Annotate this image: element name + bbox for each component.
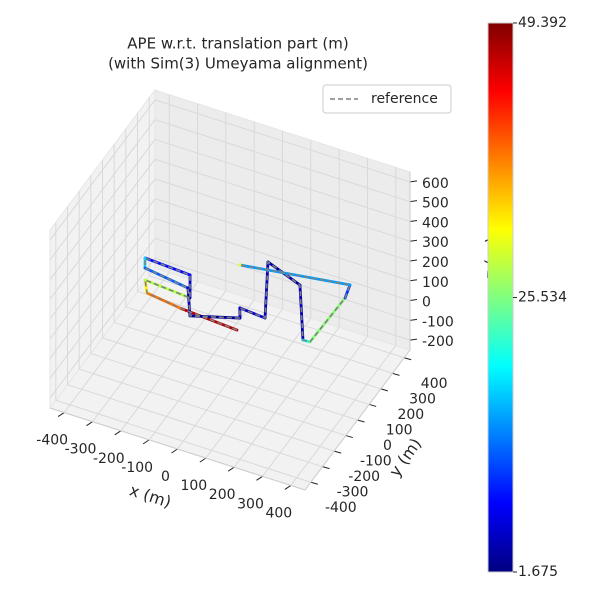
grid-line — [114, 321, 370, 405]
y-tick-label: -400 — [325, 500, 357, 516]
tick-mark — [380, 388, 388, 392]
grid-line — [49, 257, 156, 399]
grid-line — [149, 275, 405, 359]
grid-line — [154, 198, 411, 282]
tick-mark — [357, 419, 365, 423]
z-tick-label: 500 — [422, 196, 449, 212]
y-tick-label: 300 — [409, 391, 436, 407]
x-tick-label: -300 — [65, 442, 97, 458]
x-tick-label: -400 — [36, 433, 68, 449]
tick-mark — [256, 475, 263, 481]
grid-line — [154, 158, 411, 242]
tick-mark — [409, 219, 418, 222]
legend-label: reference — [371, 91, 438, 107]
tick-mark — [114, 430, 122, 436]
y-axis-line — [304, 349, 411, 491]
tick-mark — [409, 299, 418, 302]
grid-line — [49, 238, 156, 379]
grid-line — [154, 178, 411, 262]
grid-line — [55, 399, 311, 483]
x-tick-label: 100 — [180, 478, 207, 494]
grid-line — [49, 178, 156, 320]
grid-line — [49, 158, 156, 300]
grid-line — [49, 218, 156, 359]
tick-mark — [409, 239, 418, 242]
colorbar — [487, 22, 514, 573]
z-tick-label: 100 — [422, 275, 449, 291]
z-tick-label: 600 — [422, 176, 449, 192]
x-tick-label: -100 — [121, 460, 153, 476]
tick-mark — [334, 450, 342, 454]
tick-mark — [409, 180, 418, 183]
colorbar-tick-label: 25.534 — [518, 289, 567, 305]
x-tick-label: 400 — [265, 505, 292, 521]
y-tick-label: 0 — [383, 438, 392, 454]
tick-mark — [142, 439, 150, 445]
tick-mark — [227, 466, 235, 472]
grid-line — [90, 353, 346, 437]
z-tick-label: -100 — [422, 314, 454, 330]
y-tick-label: 400 — [421, 376, 448, 392]
tick-mark — [322, 466, 330, 470]
chart-subtitle: (with Sim(3) Umeyama alignment) — [108, 55, 368, 73]
grid-line — [49, 139, 156, 280]
tick-mark — [404, 357, 412, 361]
grid-line — [137, 290, 393, 374]
chart-title: APE w.r.t. translation part (m) — [127, 35, 348, 53]
y-tick-label: -100 — [360, 454, 392, 470]
z-tick-label: -200 — [422, 334, 454, 350]
tick-mark — [409, 200, 418, 203]
grid-line — [154, 119, 411, 203]
tick-mark — [310, 481, 318, 485]
x-tick-label: 0 — [161, 469, 170, 485]
x-tick-label: -200 — [93, 451, 125, 467]
tick-mark — [392, 372, 400, 376]
z-tick-label: 300 — [422, 235, 449, 251]
legend-box — [322, 84, 452, 114]
tick-mark — [409, 338, 418, 341]
grid-line — [79, 368, 335, 452]
x-axis-label: x (m) — [127, 480, 173, 511]
grid-line — [154, 138, 411, 222]
y-tick-label: -200 — [348, 469, 380, 485]
tick-mark — [345, 435, 353, 439]
grid-line — [102, 337, 358, 421]
tick-mark — [57, 412, 65, 417]
x-tick-label: 200 — [209, 487, 236, 503]
tick-mark — [409, 259, 418, 262]
z-tick-label: 200 — [422, 255, 449, 271]
grid-line — [125, 306, 381, 390]
grid-line — [49, 119, 156, 260]
tick-mark — [409, 279, 418, 282]
tick-mark — [199, 457, 207, 463]
grid-line — [67, 384, 323, 468]
grid-line — [154, 237, 411, 321]
y-tick-label: -300 — [337, 485, 369, 501]
tick-mark — [171, 448, 178, 454]
trajectory-end — [238, 263, 242, 267]
colorbar-tick-label: 49.392 — [518, 15, 567, 31]
z-tick-label: 400 — [422, 215, 449, 231]
tick-mark — [409, 318, 418, 321]
x-tick-label: 300 — [237, 496, 264, 512]
tick-mark — [369, 403, 377, 407]
y-tick-label: 200 — [397, 407, 424, 423]
z-tick-label: 0 — [422, 295, 431, 311]
tick-mark — [284, 485, 292, 490]
grid-line — [154, 218, 411, 302]
y-tick-label: 100 — [386, 422, 413, 438]
colorbar-tick-label: 1.675 — [518, 564, 558, 580]
grid-line — [49, 99, 156, 241]
tick-mark — [86, 421, 93, 427]
grid-line — [49, 198, 156, 340]
trajectory-segment — [143, 256, 192, 277]
grid-line — [154, 257, 411, 341]
trajectory-segment — [143, 278, 192, 300]
trajectory-segment — [143, 266, 190, 290]
grid-line — [154, 99, 411, 183]
x-axis-line — [49, 407, 306, 491]
reference-line — [144, 256, 352, 343]
